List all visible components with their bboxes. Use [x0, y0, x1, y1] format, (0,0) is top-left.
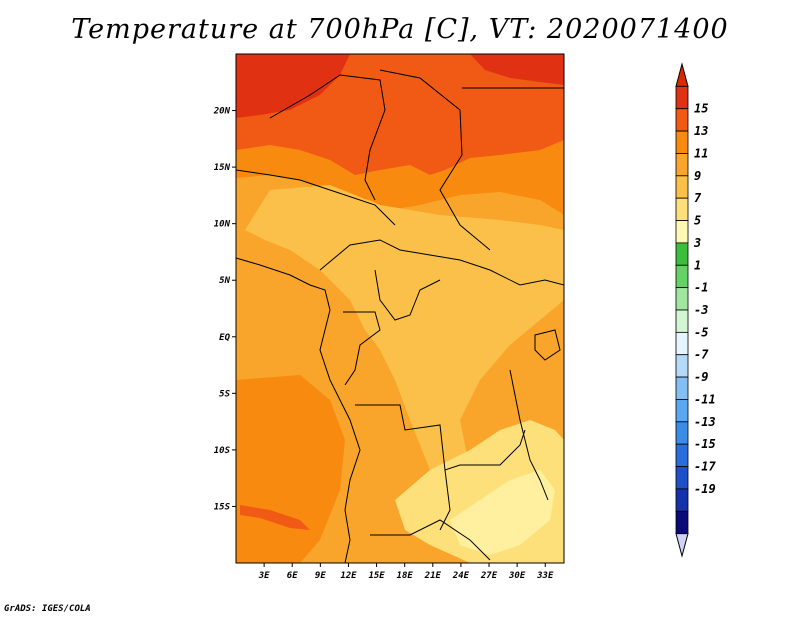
field-band-3-5-south	[450, 470, 555, 555]
colorbar-swatch	[675, 287, 689, 311]
field-band-13-15	[236, 54, 350, 118]
colorbar-label: 7	[694, 191, 702, 205]
lon-tick-label: 12E	[340, 571, 357, 581]
lat-tick-label: 10S	[214, 446, 231, 456]
lon-tick-label: 15E	[368, 571, 385, 581]
coastlines-and-borders	[236, 69, 564, 563]
colorbar-label: -3	[694, 303, 708, 317]
colorbar-swatch	[675, 175, 689, 199]
west-coast	[236, 257, 361, 563]
colorbar-swatch	[675, 85, 689, 110]
border-mid-2	[319, 239, 564, 286]
lat-tick-label: 5N	[219, 276, 230, 286]
colorbar-label: -15	[694, 437, 716, 451]
colorbar-swatch	[675, 421, 689, 445]
lon-tick-label: 24E	[452, 571, 470, 581]
colorbar-swatch	[675, 376, 689, 400]
lat-tick-label: 15S	[214, 502, 231, 512]
colorbar-bottom-cap	[675, 533, 689, 558]
colorbar-label: -7	[694, 348, 709, 362]
lat-tick-label: 5S	[219, 389, 230, 399]
colorbar-label: 11	[694, 146, 708, 160]
field-band-13-15-east	[470, 54, 564, 85]
colorbar-swatch	[675, 466, 689, 490]
lon-tick-label: 27E	[480, 571, 498, 581]
lat-tick-label: 15N	[214, 163, 231, 173]
border-south-3	[439, 469, 451, 531]
colorbar-swatch	[675, 399, 689, 423]
border-mid-3	[374, 269, 441, 321]
colorbar-swatch	[675, 153, 689, 177]
lat-tick-label: 20N	[213, 107, 231, 117]
colorbar-top-cap	[675, 62, 689, 87]
colorbar-label: -13	[694, 415, 716, 429]
colorbar-label: 9	[694, 169, 701, 183]
border-south-2	[370, 519, 491, 561]
longitude-axis: 3E 6E 9E 12E 15E 18E 21E 24E 27E 30E 33E	[258, 563, 554, 581]
lon-tick-label: 18E	[397, 571, 414, 581]
colorbar-label: 1	[694, 258, 701, 272]
lon-tick-label: 33E	[536, 571, 554, 581]
colorbar-swatch	[675, 130, 689, 154]
credit-label: GrADS: IGES/COLA	[4, 604, 91, 614]
colorbar: 15 13 11 9 7 5 3 1 -1 -3 -5 -7 -9 -11 -13 -15 -17 -19	[675, 62, 716, 558]
temperature-field	[236, 54, 564, 563]
colorbar-label: 13	[694, 124, 708, 138]
lon-tick-label: 30E	[508, 571, 526, 581]
colorbar-label: -9	[694, 370, 708, 384]
border-mid-4	[343, 311, 381, 386]
lon-tick-label: 3E	[258, 571, 270, 581]
colorbar-label: -19	[694, 482, 716, 496]
field-warm-streak	[240, 505, 310, 530]
lon-tick-label: 21E	[424, 571, 442, 581]
colorbar-swatch	[675, 242, 689, 266]
border-north-2	[379, 69, 491, 251]
lon-tick-label: 6E	[287, 571, 298, 581]
colorbar-label: 3	[693, 236, 701, 250]
colorbar-label: -11	[694, 392, 716, 406]
colorbar-swatch	[675, 443, 689, 467]
lake-victoria	[534, 329, 561, 361]
field-band-7-9-central	[245, 185, 564, 500]
colorbar-swatch	[675, 510, 689, 535]
border-north-1	[269, 74, 386, 201]
colorbar-swatch	[675, 108, 689, 132]
colorbar-swatch	[675, 331, 689, 356]
colorbar-label: 5	[694, 214, 701, 228]
colorbar-swatch	[675, 264, 689, 289]
colorbar-label: -1	[694, 281, 708, 295]
lon-tick-label: 9E	[315, 571, 326, 581]
border-mid-1	[236, 169, 396, 226]
colorbar-swatch	[675, 488, 689, 512]
colorbar-label: 15	[694, 102, 708, 116]
lat-tick-label: EQ	[219, 333, 230, 343]
chart-title: Temperature at 700hPa [C], VT: 202007140…	[71, 14, 729, 45]
map-frame	[235, 53, 565, 564]
lat-tick-label: 10N	[214, 220, 231, 230]
latitude-axis: 20N 15N 10N 5N EQ 5S 10S 15S	[213, 107, 236, 512]
colorbar-swatch	[675, 354, 689, 378]
colorbar-label: -17	[694, 460, 716, 474]
colorbar-label: -5	[694, 325, 708, 339]
lake-region	[509, 369, 549, 501]
colorbar-swatch	[675, 309, 689, 333]
colorbar-swatch	[675, 197, 689, 221]
colorbar-swatch	[675, 220, 689, 244]
